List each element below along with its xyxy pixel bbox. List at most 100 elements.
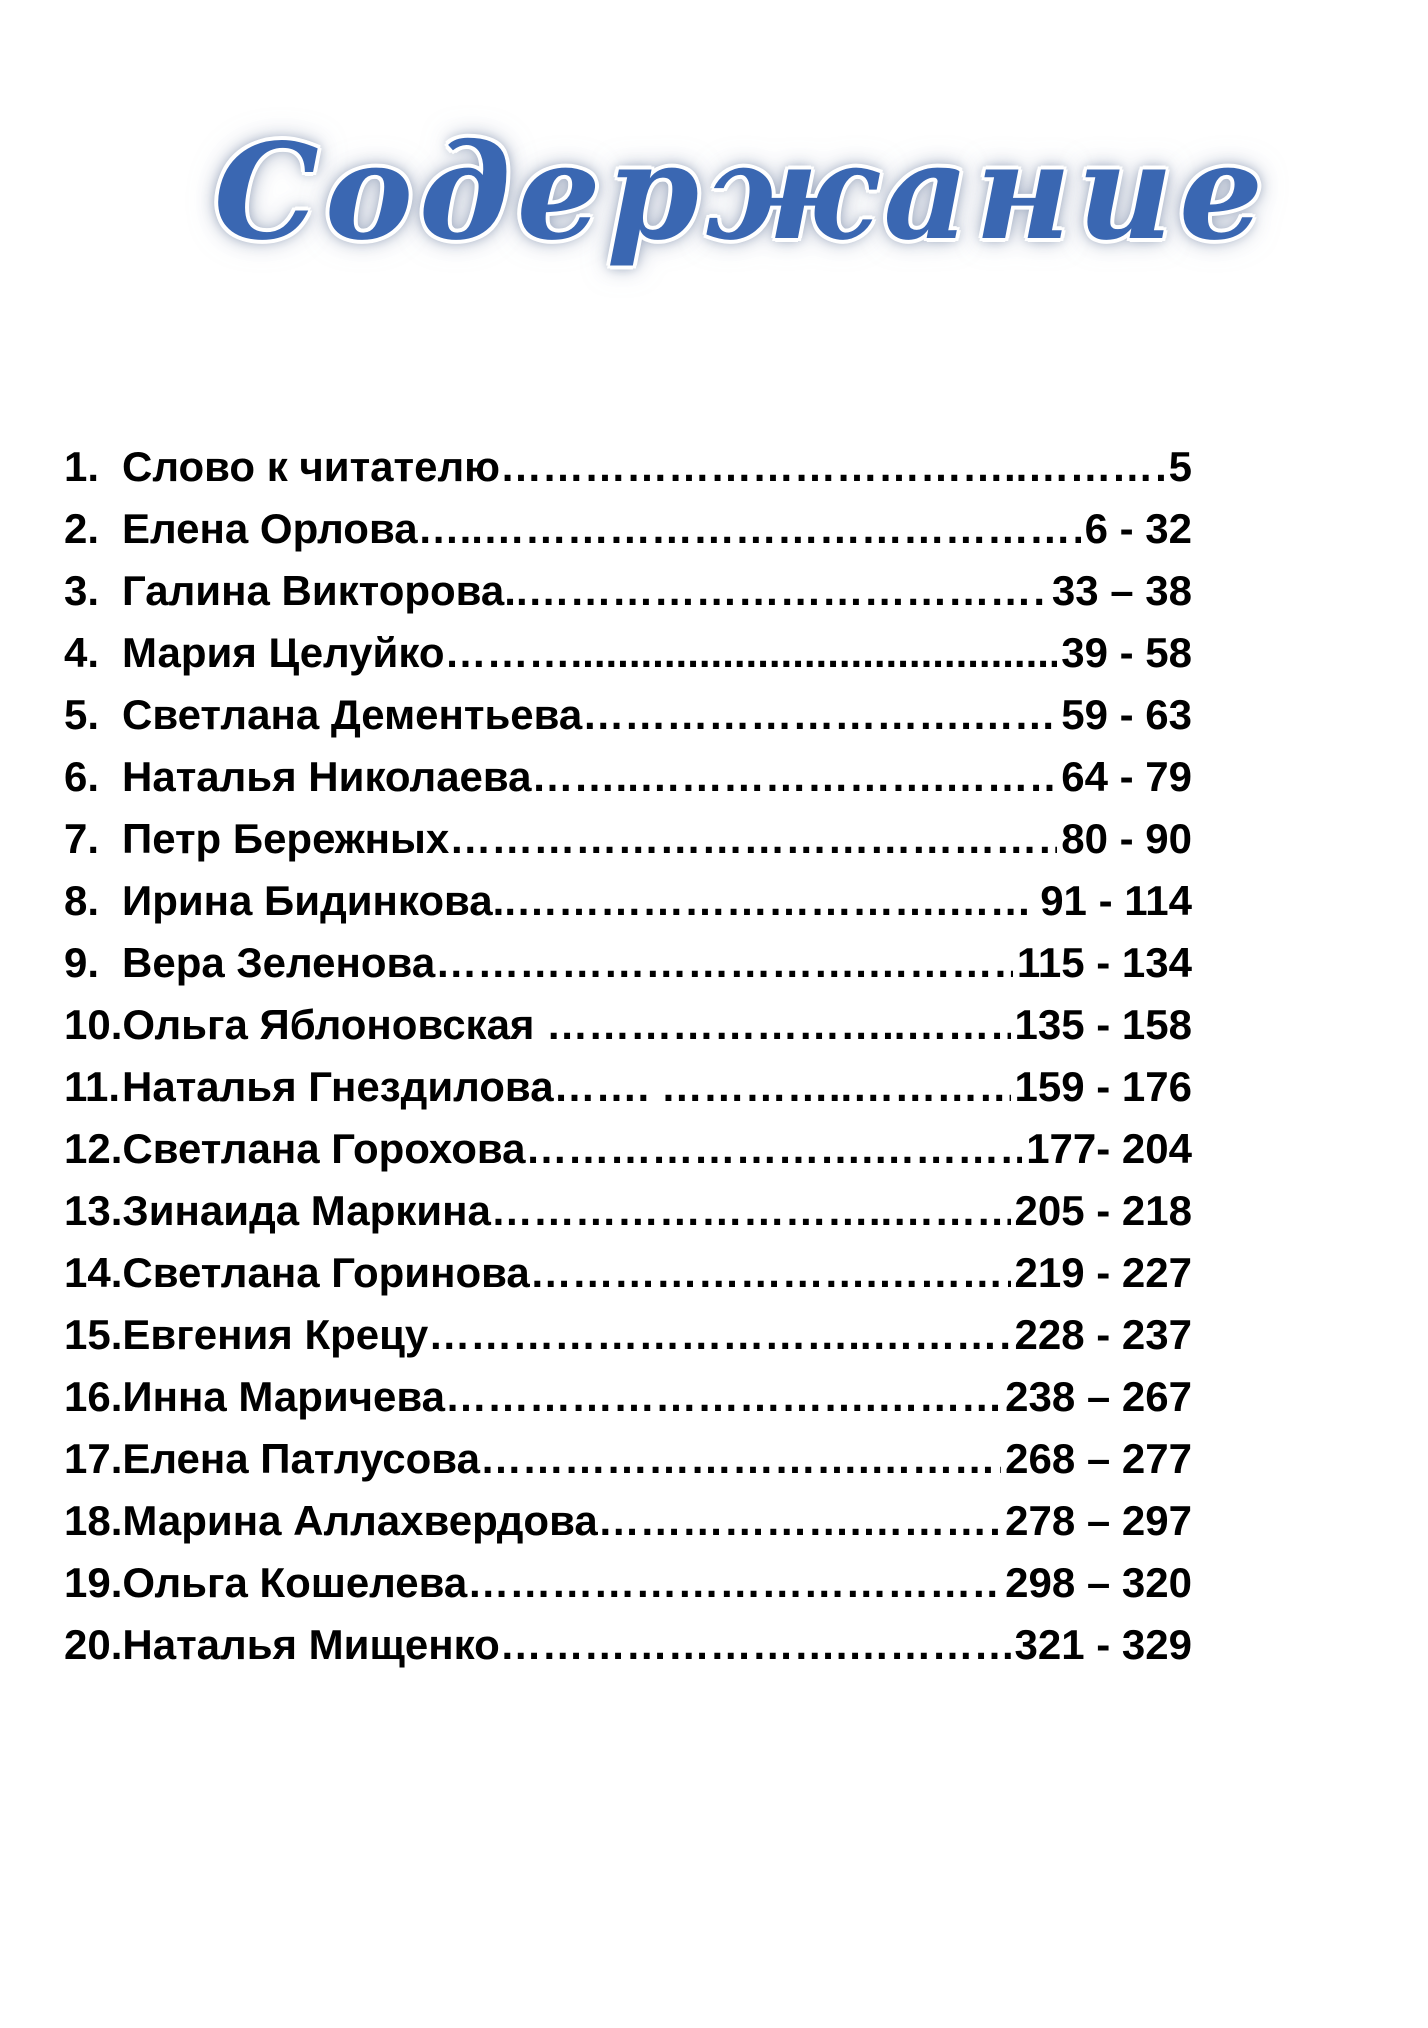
toc-page-range: 238 – 267	[1005, 1373, 1192, 1420]
toc-page-range: 6 - 32	[1084, 505, 1192, 552]
toc-entry-number: 10.	[64, 1001, 123, 1048]
toc-entry: 18. Марина Аллахвердова ……………….…………………………	[64, 1490, 1192, 1552]
toc-entry-name: Зинаида Маркина	[122, 1187, 491, 1234]
toc-entry: 13. Зинаида Маркина ………………………..…………………… …	[64, 1180, 1192, 1242]
toc-leader-dots: ……….....................................…	[444, 629, 1058, 676]
toc-entry: 8. Ирина Бидинкова ..………………………….……………… 9…	[64, 870, 1192, 932]
page-title: Содержание	[213, 115, 1270, 270]
toc-entry: 14. Светлана Горинова …………………….…………………………	[64, 1242, 1192, 1304]
toc-page-range: 64 - 79	[1061, 753, 1192, 800]
toc-entry-number: 19.	[64, 1559, 123, 1606]
toc-entry-name: Евгения Крецу	[122, 1311, 429, 1358]
toc-entry-name: Слово к читателю	[122, 443, 500, 490]
toc-entry-number: 13.	[64, 1187, 123, 1234]
toc-entry-number: 5.	[64, 691, 100, 738]
toc-entry: 20. Наталья Мищенко …………………….…………………… 32…	[64, 1614, 1192, 1676]
toc-entry-number: 8.	[64, 877, 100, 924]
toc-entry-name: Наталья Гнездилова	[122, 1063, 554, 1110]
toc-entry-name: Светлана Горохова	[122, 1125, 526, 1172]
toc-leader-dots: ………………………………………………	[449, 815, 1057, 862]
toc-entry: 4. Мария Целуйко ………....................…	[64, 622, 1192, 684]
toc-leader-dots: …………………….……………………	[499, 1621, 1011, 1668]
toc-leader-dots: ……………………….……………………	[479, 1435, 1001, 1482]
toc-entry: 3. Галина Викторова ..…………………………………………… …	[64, 560, 1192, 622]
toc-page-range: 298 – 320	[1005, 1559, 1192, 1606]
toc-page-range: 228 - 237	[1014, 1311, 1192, 1358]
toc-entry-name: Светлана Дементьева	[122, 691, 583, 738]
toc-leader-dots: …………………….………………………	[525, 1125, 1022, 1172]
toc-entry: 9. Вера Зеленова ………………………….………………… 115 …	[64, 932, 1192, 994]
toc-entry: 16. Инна Маричева ………………………….………………… 238…	[64, 1366, 1192, 1428]
toc-page-range: 268 – 277	[1005, 1435, 1192, 1482]
toc-leader-dots: …………………….………………………	[529, 1249, 1011, 1296]
toc-leader-dots: ……..………………….…………………	[531, 753, 1058, 800]
toc-entry: 2. Елена Орлова …..……………………………………………… 6 …	[64, 498, 1192, 560]
toc-leader-dots: …..………………………………………………	[417, 505, 1081, 552]
toc-entry-number: 7.	[64, 815, 100, 862]
toc-page-range: 205 - 218	[1014, 1187, 1192, 1234]
toc-entry-number: 20.	[64, 1621, 123, 1668]
toc-leader-dots: ………………………..……………………	[490, 1187, 1011, 1234]
toc-page-range: 5	[1168, 443, 1192, 490]
toc-entry-name: Светлана Горинова	[122, 1249, 530, 1296]
toc-entry-number: 12.	[64, 1125, 123, 1172]
toc-leader-dots: ……. …………..………………………	[553, 1063, 1011, 1110]
toc-entry-name: Петр Бережных	[122, 815, 450, 862]
toc-page-range: 33 – 38	[1051, 567, 1192, 614]
toc-page-range: 39 - 58	[1061, 629, 1192, 676]
toc-leader-dots: ……………………..……………………	[546, 1001, 1010, 1048]
toc-page-range: 91 - 114	[1040, 877, 1192, 924]
toc-entry: 6. Наталья Николаева ……..………………….……………………	[64, 746, 1192, 808]
toc-entry-number: 14.	[64, 1249, 123, 1296]
toc-page-range: 135 - 158	[1014, 1001, 1192, 1048]
toc-list: 1. Слово к читателю ………………………………..…………………	[64, 436, 1192, 1676]
toc-page-range: 115 - 134	[1016, 939, 1192, 986]
toc-entry: 17. Елена Патлусова ……………………….…………………… 2…	[64, 1428, 1192, 1490]
toc-entry-number: 16.	[64, 1373, 123, 1420]
toc-entry: 1. Слово к читателю ………………………………..…………………	[64, 436, 1192, 498]
toc-leader-dots: ………………………….…………………	[445, 1373, 1002, 1420]
toc-entry-name: Ирина Бидинкова	[122, 877, 493, 924]
toc-entry-name: Марина Аллахвердова	[122, 1497, 598, 1544]
toc-leader-dots: ……………………….……………………	[582, 691, 1057, 738]
toc-entry: 5. Светлана Дементьева ……………………….……………………	[64, 684, 1192, 746]
toc-entry: 10. Ольга Яблоновская ……………………..………………………	[64, 994, 1192, 1056]
toc-entry: 15. Евгения Крецу …………………………..………………… 22…	[64, 1304, 1192, 1366]
toc-page-range: 321 - 329	[1014, 1621, 1192, 1668]
toc-entry: 7. Петр Бережных ……………………………………………… 80 -…	[64, 808, 1192, 870]
toc-leader-dots: …………………………………………	[467, 1559, 1001, 1606]
toc-leader-dots: ………………………….…………………	[435, 939, 1013, 986]
toc-page-range: 278 – 297	[1005, 1497, 1192, 1544]
toc-entry-number: 9.	[64, 939, 100, 986]
toc-page-range: 59 - 63	[1061, 691, 1192, 738]
toc-entry-name: Вера Зеленова	[122, 939, 436, 986]
toc-entry-name: Инна Маричева	[122, 1373, 446, 1420]
toc-leader-dots: ………………………………..………………………	[500, 443, 1165, 490]
toc-entry-name: Ольга Кошелева	[122, 1559, 468, 1606]
toc-entry-name: Мария Целуйко	[122, 629, 445, 676]
toc-page-range: 177- 204	[1026, 1125, 1192, 1172]
toc-leader-dots: ..……………………………………………	[504, 567, 1048, 614]
toc-entry-number: 15.	[64, 1311, 123, 1358]
toc-page-range: 159 - 176	[1014, 1063, 1192, 1110]
toc-entry-number: 2.	[64, 505, 100, 552]
toc-entry-number: 18.	[64, 1497, 123, 1544]
toc-leader-dots: ……………….………………………	[597, 1497, 1001, 1544]
toc-page-range: 80 - 90	[1061, 815, 1192, 862]
toc-entry-number: 3.	[64, 567, 100, 614]
toc-entry: 12. Светлана Горохова …………………….…………………………	[64, 1118, 1192, 1180]
toc-entry-number: 1.	[64, 443, 100, 490]
toc-entry: 19. Ольга Кошелева ………………………………………… 298 …	[64, 1552, 1192, 1614]
toc-page-range: 219 - 227	[1014, 1249, 1192, 1296]
toc-entry-number: 11.	[64, 1063, 121, 1110]
toc-entry-name: Елена Орлова	[122, 505, 418, 552]
toc-entry: 11. Наталья Гнездилова ……. …………..……………………	[64, 1056, 1192, 1118]
toc-entry-name: Галина Викторова	[122, 567, 505, 614]
toc-entry-number: 6.	[64, 753, 100, 800]
toc-leader-dots: ..………………………….………………	[492, 877, 1037, 924]
toc-entry-name: Наталья Мищенко	[122, 1621, 500, 1668]
toc-entry-name: Елена Патлусова	[122, 1435, 480, 1482]
toc-entry-name: Ольга Яблоновская	[122, 1001, 535, 1048]
toc-entry-name: Наталья Николаева	[122, 753, 532, 800]
